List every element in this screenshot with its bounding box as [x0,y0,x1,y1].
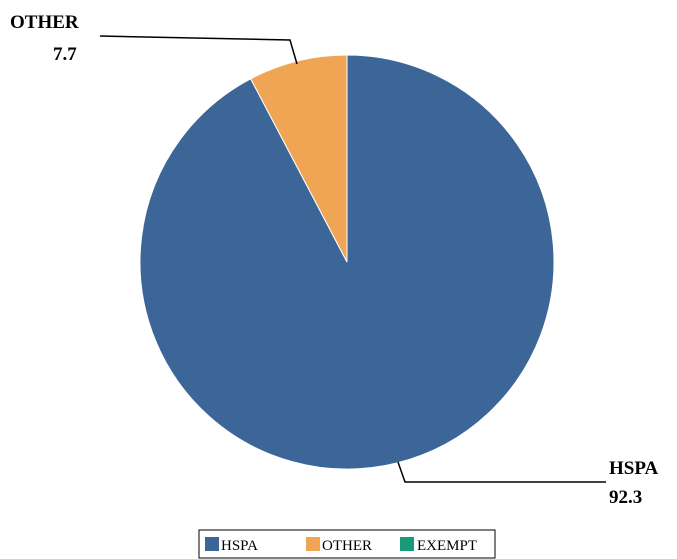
legend-box [198,529,496,559]
pie-slices [139,54,555,470]
legend-swatch-other [306,537,320,551]
legend-swatch-exempt [400,537,414,551]
legend-swatch-hspa [205,537,219,551]
leader-line-other [99,35,298,65]
legend-label-hspa: HSPA [221,538,258,554]
pie-slice-other [250,54,348,263]
data-label-hspa-value: 92.3 [609,487,642,508]
leader-line-hspa [397,461,606,483]
data-label-other-value: 7.7 [53,44,77,65]
legend-label-other: OTHER [322,538,372,554]
data-label-other-name: OTHER [10,12,79,33]
legend-label-exempt: EXEMPT [417,538,477,554]
legend: HSPA OTHER EXEMPT [198,529,496,559]
data-label-hspa-name: HSPA [609,458,659,479]
